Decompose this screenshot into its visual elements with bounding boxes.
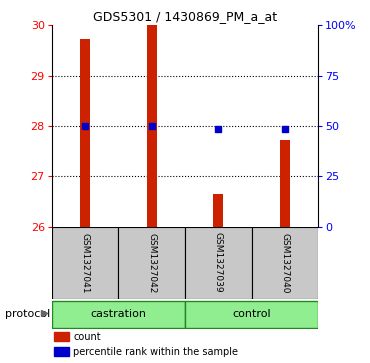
Text: GSM1327040: GSM1327040	[280, 233, 289, 293]
Bar	[54, 332, 69, 341]
Text: percentile rank within the sample: percentile rank within the sample	[73, 347, 238, 357]
Bar	[252, 227, 318, 299]
Text: GSM1327039: GSM1327039	[214, 232, 223, 293]
Text: count: count	[73, 332, 101, 342]
Bar	[280, 140, 290, 227]
Text: GSM1327041: GSM1327041	[81, 233, 90, 293]
Text: GSM1327042: GSM1327042	[147, 233, 156, 293]
Bar	[185, 227, 252, 299]
Text: castration: castration	[90, 309, 147, 318]
Bar	[147, 25, 157, 227]
Bar	[52, 301, 185, 328]
Bar	[213, 194, 223, 227]
Text: control: control	[232, 309, 271, 318]
Bar	[80, 40, 90, 227]
Bar	[185, 301, 318, 328]
Bar	[118, 227, 185, 299]
Text: protocol: protocol	[5, 309, 50, 318]
Bar	[54, 347, 69, 356]
Bar	[52, 227, 118, 299]
Title: GDS5301 / 1430869_PM_a_at: GDS5301 / 1430869_PM_a_at	[93, 10, 277, 23]
